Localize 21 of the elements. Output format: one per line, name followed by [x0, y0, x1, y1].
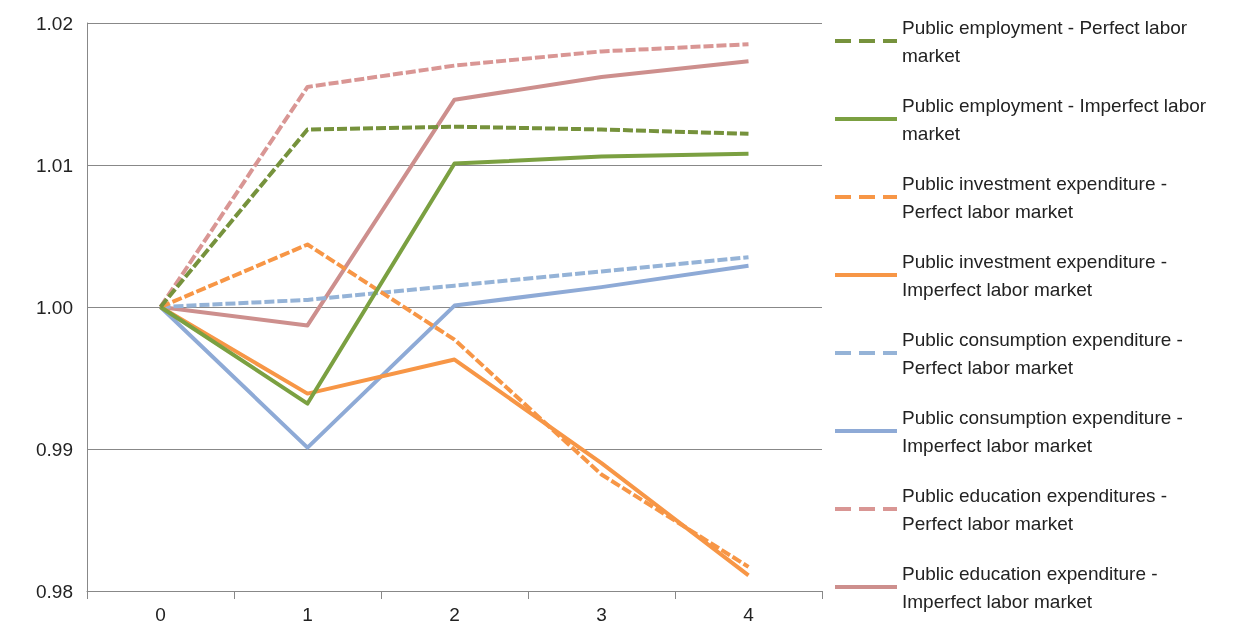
y-tick-label: 1.01	[36, 154, 73, 176]
x-tick-label: 3	[596, 604, 607, 625]
x-tick-label: 0	[155, 604, 166, 625]
legend-label: Public investment expenditure - Perfect labor market	[902, 172, 1173, 222]
y-tick-label: 1.02	[36, 12, 73, 34]
line-series	[158, 151, 751, 406]
legend-label: Public employment - Imperfect labor market	[902, 94, 1212, 144]
y-tick-label: 0.99	[36, 438, 73, 460]
line-series	[158, 263, 751, 450]
x-tick-label: 2	[449, 604, 460, 625]
y-tick-label: 1.00	[36, 296, 73, 318]
legend-label: Public consumption expenditure - Perfect labor market	[902, 328, 1189, 378]
legend-label: Public education expenditures - Perfect labor market	[902, 484, 1173, 534]
line-series	[158, 124, 751, 309]
legend-label: Public employment - Perfect labor market	[902, 16, 1193, 66]
legend-label: Public investment expenditure - Imperfect labor market	[902, 250, 1173, 300]
y-tick-label: 0.98	[36, 580, 73, 602]
legend-label: Public consumption expenditure - Imperfect labor market	[902, 406, 1189, 456]
x-tick-label: 1	[302, 604, 313, 625]
x-tick-label: 4	[743, 604, 755, 625]
legend-label: Public education expenditure - Imperfect labor market	[902, 562, 1163, 612]
